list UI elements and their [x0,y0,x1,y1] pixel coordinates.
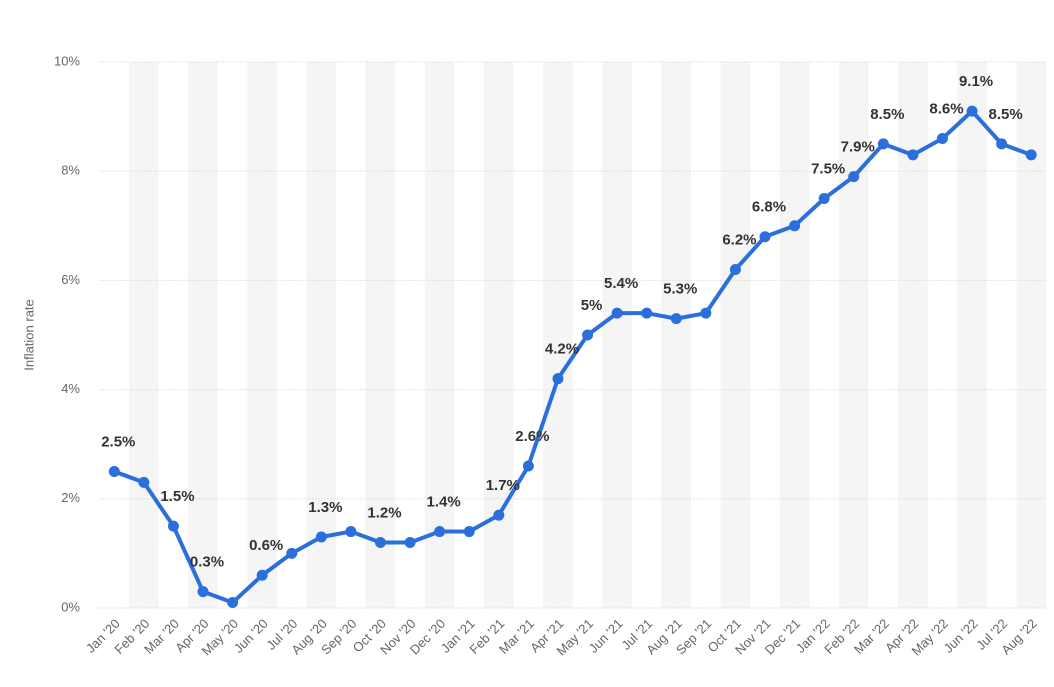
data-point [759,231,771,243]
data-point [108,466,120,477]
data-point [966,105,978,117]
x-tick-label: Jun '20 [231,616,271,656]
data-point [996,138,1008,150]
y-tick-label: 10% [54,53,80,68]
data-label: 5% [581,297,603,314]
data-label: 5.4% [604,275,638,292]
data-label: 2.6% [515,428,549,445]
data-point [256,569,268,581]
data-point [227,597,239,609]
data-point [374,536,386,548]
data-point [167,520,179,532]
data-label: 0.3% [190,554,224,571]
data-label: 2.5% [101,433,135,450]
data-point [670,313,682,325]
x-tick-label: Jun '22 [941,616,981,656]
band-stripe [306,62,337,608]
data-label: 8.6% [929,100,963,117]
data-point [197,586,209,598]
data-line [113,109,1032,605]
data-point [641,307,653,319]
data-point [936,132,948,144]
band-stripe [484,62,514,608]
data-point [138,476,150,488]
data-label: 1.5% [160,488,194,505]
data-point [493,509,505,521]
y-tick-label: 8% [61,163,80,178]
data-point [404,536,416,548]
data-point [582,329,594,341]
band-stripe [188,62,218,608]
band-stripe [247,62,277,608]
data-point [907,149,919,161]
band-stripe [543,62,573,608]
band-stripe [602,62,632,608]
band-stripe [129,62,159,608]
band-stripe [1016,62,1046,608]
y-tick-label: 6% [61,272,80,287]
data-point [522,460,534,472]
data-label: 8.5% [989,106,1023,123]
data-label: 1.7% [486,477,520,494]
data-label: 7.9% [841,139,875,156]
y-tick-label: 0% [61,599,80,614]
band-stripe [898,62,928,608]
band-stripe [424,62,455,608]
data-point [345,526,357,538]
band-stripe [365,62,396,608]
data-point [552,373,564,385]
data-point [700,307,712,319]
data-label: 4.2% [545,341,579,358]
band-stripe [957,62,987,608]
data-point [729,263,741,275]
data-label: 1.3% [308,499,342,516]
y-axis-label: Inflation rate [21,299,36,371]
band-stripe [779,62,810,608]
data-label: 6.2% [722,231,756,248]
data-point [789,220,801,232]
data-label: 8.5% [870,106,904,123]
data-point [877,138,889,150]
data-label: 1.2% [367,504,401,521]
y-tick-label: 2% [61,490,80,505]
data-point [818,193,830,204]
data-point [848,171,860,183]
band-stripe [720,62,751,608]
data-point [286,547,298,559]
data-label: 0.6% [249,537,283,554]
data-point [315,531,327,543]
x-tick-label: Jun '21 [586,616,626,656]
data-label: 1.4% [427,494,461,511]
data-label: 7.5% [811,160,845,177]
band-stripe [838,62,869,608]
data-point [611,307,623,319]
y-tick-label: 4% [61,381,80,396]
data-label: 9.1% [959,73,993,90]
band-stripe [661,62,692,608]
data-label: 5.3% [663,281,697,298]
data-label: 6.8% [752,199,786,216]
data-point [463,526,475,538]
data-point [434,526,446,538]
data-point [1025,149,1037,161]
